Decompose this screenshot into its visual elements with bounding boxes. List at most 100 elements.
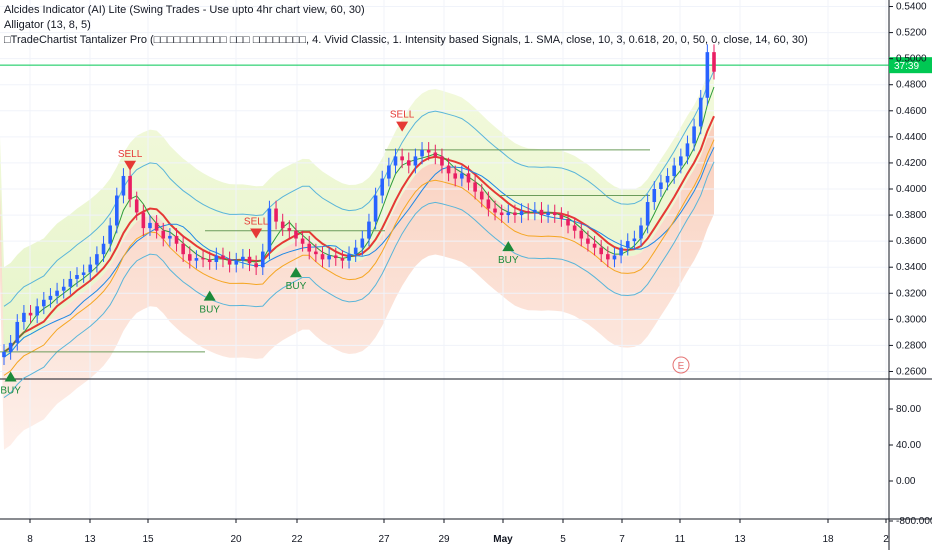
candle bbox=[95, 246, 99, 273]
candle-body bbox=[446, 165, 451, 174]
candle-body bbox=[241, 256, 245, 261]
candle bbox=[413, 148, 418, 174]
indicator-legend-3[interactable]: □TradeChartist Tantalizer Pro (□□□□□□□□□… bbox=[4, 34, 808, 46]
sell-signal: SELL bbox=[244, 217, 269, 239]
candle-body bbox=[539, 209, 544, 216]
candle-body bbox=[632, 238, 637, 242]
candle bbox=[22, 305, 26, 330]
candle bbox=[685, 135, 690, 165]
y-tick-label: 0.3400 bbox=[896, 262, 927, 273]
candle bbox=[446, 157, 451, 182]
candle bbox=[367, 213, 371, 247]
candle-body bbox=[201, 258, 205, 260]
candle bbox=[28, 305, 33, 324]
lower-band bbox=[0, 122, 714, 450]
candle bbox=[148, 215, 152, 236]
candle-body bbox=[340, 258, 345, 261]
candle-body bbox=[373, 195, 378, 222]
candle-body bbox=[513, 212, 517, 216]
candle bbox=[347, 246, 351, 269]
candle-body bbox=[665, 175, 670, 183]
candle bbox=[101, 235, 106, 262]
price-tag-text: 37:39 bbox=[894, 61, 919, 72]
candle-body bbox=[692, 126, 696, 144]
lower-tick-label: -800.000 bbox=[896, 516, 932, 527]
event-label: E bbox=[678, 361, 685, 372]
candle-body bbox=[572, 225, 577, 231]
candle bbox=[141, 204, 146, 236]
candle bbox=[665, 168, 670, 191]
buy-signal: BUY bbox=[498, 241, 519, 266]
candle-body bbox=[42, 299, 46, 307]
candle bbox=[8, 334, 13, 360]
candle-body bbox=[506, 212, 511, 216]
lower-tick-label: 40.00 bbox=[896, 440, 921, 451]
candle bbox=[493, 200, 497, 221]
candle bbox=[174, 228, 179, 252]
y-tick-label: 0.2600 bbox=[896, 366, 927, 377]
candle-body bbox=[333, 255, 338, 259]
candle bbox=[247, 248, 252, 272]
candle-body bbox=[168, 235, 172, 239]
candle-body bbox=[8, 342, 13, 352]
candle-body bbox=[214, 255, 219, 262]
candle-body bbox=[652, 189, 657, 203]
alligator-lips bbox=[3, 86, 715, 353]
candle bbox=[15, 314, 20, 351]
candle-body bbox=[108, 225, 112, 244]
candle-body bbox=[679, 156, 683, 166]
candle bbox=[559, 207, 564, 227]
candle-body bbox=[2, 351, 6, 358]
candle bbox=[632, 230, 637, 249]
candle-body bbox=[194, 258, 199, 261]
candle bbox=[712, 44, 716, 80]
candle-body bbox=[101, 243, 106, 255]
candle-body bbox=[187, 254, 192, 261]
lower-pane: 80.00 40.00 0.00 -800.000 bbox=[889, 404, 932, 527]
candle bbox=[360, 230, 365, 256]
candle-body bbox=[460, 173, 464, 179]
buy-signal: BUY bbox=[286, 267, 307, 292]
time-axis[interactable]: 8 13 15 20 22 27 29 May 5 7 11 13 18 2 bbox=[27, 519, 889, 545]
candle bbox=[320, 246, 325, 268]
indicator-legend-2[interactable]: Alligator (13, 8, 5) bbox=[4, 19, 91, 31]
candle-body bbox=[28, 312, 33, 316]
candle-body bbox=[606, 254, 610, 260]
candle bbox=[599, 239, 603, 262]
x-tick-label: 27 bbox=[378, 534, 390, 545]
candle bbox=[234, 252, 239, 273]
candle bbox=[579, 222, 584, 247]
candle bbox=[612, 247, 617, 268]
candle bbox=[592, 235, 597, 256]
candle-body bbox=[154, 222, 159, 231]
candle-body bbox=[161, 230, 166, 239]
candle bbox=[566, 211, 570, 234]
band-lower-line bbox=[3, 161, 715, 398]
buy-arrow bbox=[4, 371, 17, 382]
candle bbox=[300, 230, 305, 252]
candle-body bbox=[134, 199, 139, 213]
indicator-legend-1[interactable]: Alcides Indicator (AI) Lite (Swing Trade… bbox=[4, 4, 365, 16]
candle bbox=[552, 204, 557, 223]
y-tick-label: 0.3800 bbox=[896, 210, 927, 221]
x-tick-label: 15 bbox=[142, 534, 154, 545]
candle bbox=[519, 203, 524, 223]
signals: BUY SELL BUY SELL BUY SELL BUY bbox=[0, 110, 519, 397]
x-tick-label: 20 bbox=[230, 534, 242, 545]
candle bbox=[108, 217, 112, 252]
sell-arrow bbox=[250, 228, 263, 239]
candle bbox=[35, 298, 39, 324]
candle bbox=[340, 250, 345, 269]
candle-body bbox=[347, 254, 351, 261]
candle-body bbox=[566, 218, 570, 226]
price-axis[interactable]: 37:39 0.5400 0.5200 0.5000 0.4800 0.4600 0.440… bbox=[889, 2, 932, 378]
y-tick-label: 0.4400 bbox=[896, 132, 927, 143]
candle bbox=[48, 288, 53, 308]
candle bbox=[42, 291, 46, 315]
support-line bbox=[3, 139, 715, 376]
buy-arrow bbox=[203, 290, 216, 301]
candle-body bbox=[387, 165, 391, 179]
candle-body bbox=[314, 251, 318, 255]
